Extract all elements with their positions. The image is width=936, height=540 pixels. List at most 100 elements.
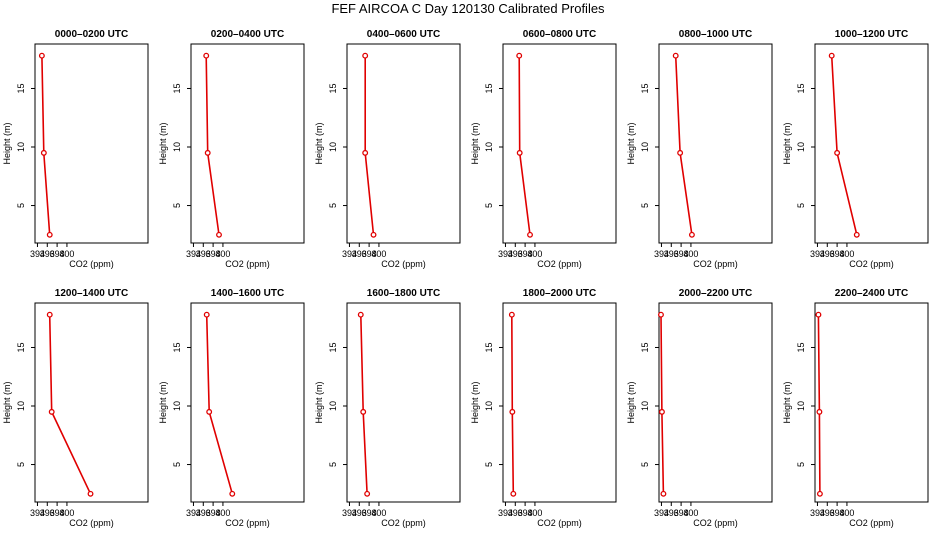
data-point (362, 52, 369, 59)
x-tick-label: 398 (362, 249, 377, 259)
data-point (38, 52, 45, 59)
y-tick-label: 10 (640, 401, 650, 411)
y-axis-label: Height (m) (782, 381, 792, 423)
data-point (672, 52, 679, 59)
y-axis-label: Height (m) (2, 122, 12, 164)
x-tick-label: 398 (830, 508, 845, 518)
y-tick-label: 5 (172, 203, 182, 208)
plot-frame (190, 43, 305, 244)
data-point (362, 149, 369, 156)
x-axis-label: CO2 (ppm) (537, 518, 582, 528)
y-tick-label: 10 (796, 401, 806, 411)
y-tick-label: 10 (172, 142, 182, 152)
data-point (527, 231, 533, 238)
profile-line (41, 55, 51, 235)
x-tick-label: 396 (196, 249, 211, 259)
panel-title: 1600–1800 UTC (367, 288, 440, 299)
y-tick-label: 15 (796, 83, 806, 93)
x-axis-label: CO2 (ppm) (69, 259, 114, 269)
data-point (357, 311, 364, 318)
panel-title: 0600–0800 UTC (523, 29, 596, 40)
data-point (688, 231, 695, 238)
x-tick-label: 400 (371, 249, 386, 259)
data-point (46, 231, 53, 238)
data-point (828, 52, 835, 59)
x-tick-label: 394 (810, 249, 825, 259)
data-point (816, 408, 823, 415)
y-tick-label: 10 (328, 142, 338, 152)
profile-line (830, 55, 858, 235)
y-axis-label: Height (m) (158, 122, 168, 164)
plot-frame (190, 302, 305, 503)
y-tick-label: 5 (640, 462, 650, 467)
y-axis-label: Height (m) (2, 381, 12, 423)
x-axis-label: CO2 (ppm) (69, 518, 114, 528)
x-tick-label: 400 (215, 249, 230, 259)
y-tick-label: 5 (328, 462, 338, 467)
x-tick-label: 394 (654, 249, 669, 259)
y-tick-label: 15 (172, 342, 182, 352)
data-point (364, 490, 371, 497)
panel-title: 1400–1600 UTC (211, 288, 284, 299)
x-tick-label: 398 (674, 249, 689, 259)
x-tick-label: 396 (40, 508, 55, 518)
data-point (677, 149, 684, 156)
data-point (360, 408, 367, 415)
data-point (206, 408, 213, 415)
profile-line (674, 55, 693, 235)
x-tick-label: 398 (518, 508, 533, 518)
x-tick-label: 396 (508, 249, 523, 259)
y-tick-label: 15 (172, 83, 182, 93)
x-tick-label: 400 (59, 249, 74, 259)
x-tick-label: 398 (50, 508, 65, 518)
x-tick-label: 396 (352, 249, 367, 259)
panel-title: 1000–1200 UTC (835, 29, 908, 40)
x-tick-label: 398 (518, 249, 533, 259)
x-tick-label: 394 (498, 508, 513, 518)
x-axis-label: CO2 (ppm) (381, 518, 426, 528)
y-axis-label: Height (m) (626, 122, 636, 164)
x-tick-label: 394 (342, 249, 357, 259)
figure-title: FEF AIRCOA C Day 120130 Calibrated Profi… (331, 1, 605, 16)
x-tick-label: 394 (30, 249, 45, 259)
x-axis-label: CO2 (ppm) (849, 259, 894, 269)
plot-frame (502, 43, 617, 244)
y-tick-label: 5 (796, 203, 806, 208)
x-axis-label: CO2 (ppm) (381, 259, 426, 269)
y-tick-label: 15 (328, 342, 338, 352)
x-tick-label: 396 (664, 249, 679, 259)
profile-line (518, 55, 531, 235)
x-tick-label: 394 (654, 508, 669, 518)
data-point (509, 408, 516, 415)
x-axis-label: CO2 (ppm) (693, 518, 738, 528)
y-tick-label: 5 (484, 462, 494, 467)
data-point (204, 149, 211, 156)
data-point (48, 408, 55, 415)
panel-title: 1200–1400 UTC (55, 288, 128, 299)
plot-frame (34, 43, 149, 244)
plot-frame (346, 302, 461, 503)
y-tick-label: 5 (796, 462, 806, 467)
x-tick-label: 400 (527, 508, 542, 518)
x-tick-label: 398 (362, 508, 377, 518)
y-tick-label: 10 (484, 401, 494, 411)
y-tick-label: 15 (484, 83, 494, 93)
data-point (816, 490, 823, 497)
plot-frame (346, 43, 461, 244)
y-tick-label: 15 (640, 83, 650, 93)
y-tick-label: 10 (328, 401, 338, 411)
data-point (87, 490, 94, 497)
profile-line (510, 314, 515, 494)
x-tick-label: 400 (527, 249, 542, 259)
x-tick-label: 396 (196, 508, 211, 518)
profile-line (817, 314, 821, 494)
x-tick-label: 394 (186, 508, 201, 518)
y-tick-label: 15 (328, 83, 338, 93)
x-tick-label: 400 (839, 249, 854, 259)
y-tick-label: 10 (796, 142, 806, 152)
y-tick-label: 5 (328, 203, 338, 208)
plot-frame (658, 43, 773, 244)
x-tick-label: 400 (59, 508, 74, 518)
x-tick-label: 398 (50, 249, 65, 259)
